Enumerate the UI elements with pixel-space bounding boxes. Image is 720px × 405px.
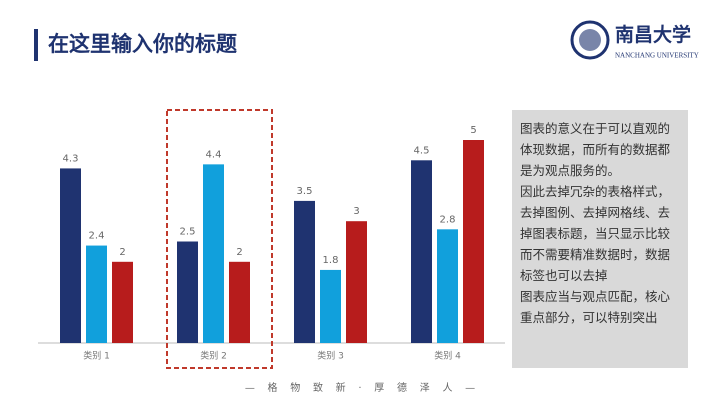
data-label: 2 — [119, 247, 125, 258]
x-tick-label: 类别 4 — [434, 350, 461, 362]
bar — [346, 221, 367, 343]
x-tick-label: 类别 3 — [317, 350, 344, 362]
data-label: 4.5 — [414, 145, 430, 156]
bar — [112, 261, 133, 343]
bar — [60, 168, 81, 343]
bar — [411, 160, 432, 343]
data-label: 2.5 — [180, 227, 196, 238]
bar — [203, 164, 224, 343]
slide-title: 在这里输入你的标题 — [48, 32, 238, 56]
data-label: 2.4 — [89, 231, 105, 242]
note-box: 图表的意义在于可以直观的体现数据，而所有的数据都是为观点服务的。因此去掉冗杂的表… — [512, 110, 688, 368]
logo-name: 南昌大学 — [615, 23, 691, 46]
logo-emblem-inner — [579, 29, 601, 51]
note-paragraph: 图表的意义在于可以直观的体现数据，而所有的数据都是为观点服务的。 — [520, 121, 671, 178]
bar — [177, 241, 198, 343]
bar — [229, 261, 250, 343]
data-label: 3 — [353, 206, 359, 217]
bar — [320, 269, 341, 343]
data-label: 5 — [470, 125, 476, 136]
bar — [463, 140, 484, 343]
data-label: 3.5 — [297, 186, 313, 197]
bar — [294, 200, 315, 343]
data-label: 1.8 — [323, 255, 339, 266]
bar — [437, 229, 458, 343]
highlight-box — [166, 109, 273, 369]
logo-subtitle: NANCHANG UNIVERSITY — [615, 52, 699, 60]
data-label: 2.8 — [440, 214, 456, 225]
logo-emblem — [570, 20, 610, 60]
note-paragraph: 因此去掉冗杂的表格样式，去掉图例、去掉网格线、去掉图表标题，当只显示比较而不需要… — [520, 184, 671, 283]
x-tick-label: 类别 2 — [200, 350, 227, 362]
bar — [86, 245, 107, 343]
title-accent — [34, 29, 38, 61]
x-tick-label: 类别 1 — [83, 350, 110, 362]
footer-motto: — 格 物 致 新 · 厚 德 泽 人 — — [245, 381, 475, 394]
data-label: 2 — [236, 247, 242, 258]
data-label: 4.3 — [63, 153, 79, 164]
data-label: 4.4 — [206, 149, 222, 160]
note-paragraph: 图表应当与观点匹配，核心重点部分，可以特别突出 — [520, 289, 671, 325]
